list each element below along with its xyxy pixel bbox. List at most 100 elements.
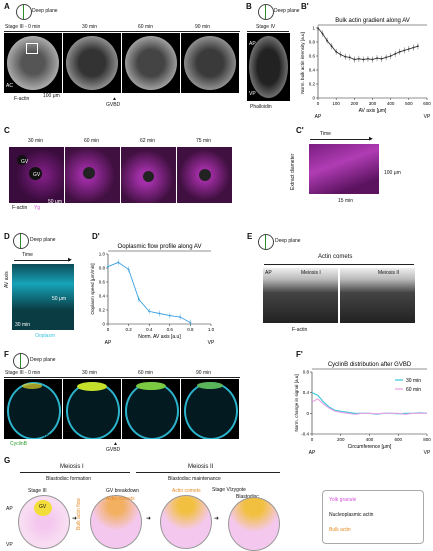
panel-a-header: Stage III - 0 min (5, 24, 41, 30)
panel-b-line (247, 31, 289, 32)
panel-b-image: AP VP (247, 33, 290, 101)
panel-cp-ylabel: Extract diameter (290, 153, 296, 190)
panel-a-timeline (4, 31, 240, 32)
panel-a-stain: F-actin (14, 96, 30, 102)
y-tick-label: 0.8 (309, 40, 316, 45)
oocyte-gvbd (90, 495, 142, 549)
panel-cp-image (309, 144, 379, 194)
vp-label: VP (424, 114, 431, 120)
panel-c-image-2 (121, 147, 176, 203)
deep-plane-text: Deep plane (275, 238, 301, 244)
y-tick-label: 0 (312, 96, 315, 101)
panel-label-g: G (4, 456, 11, 465)
panel-g-s1: Stage III (28, 488, 47, 494)
x-tick-label: 200 (337, 437, 345, 442)
x-tick-label: 0.8 (187, 327, 194, 332)
oocyte-stage-iv (160, 495, 212, 549)
y-axis-label: Norm. change in signal [a.u] (294, 374, 299, 431)
legend-nucleoplasmic: Nucleoplasmic actin (329, 512, 374, 518)
oocyte-stage-iii: GV (18, 495, 70, 549)
panel-f-stain: CyclinB (10, 441, 27, 447)
legend-label: 60 min (406, 387, 421, 393)
y-tick-label: 0.4 (309, 68, 316, 73)
legend-bulk: Bulk actin (329, 527, 351, 533)
x-tick-label: 600 (394, 437, 402, 442)
arrow-right-icon: ▶ (369, 136, 373, 142)
panel-d-axis: AV axis (4, 271, 10, 288)
ap-label: AP (315, 114, 322, 120)
panel-f-header: Stage III - 0 min (5, 370, 41, 376)
series-line (317, 27, 419, 60)
panel-d-scale-y: 50 μm (52, 296, 66, 302)
panel-d-scale-x: 30 min (15, 322, 31, 328)
y-tick-label: 0.2 (99, 308, 106, 313)
panel-f-scale: 100 μm (43, 434, 60, 440)
gv-spot (17, 155, 27, 165)
panel-a-gvbd: GVBD (106, 102, 121, 108)
panel-d-stain: Ooplasm (35, 333, 56, 339)
y-tick-label: 0 (306, 411, 309, 416)
panel-a-image-3 (181, 33, 239, 93)
y-tick-label: 0 (102, 322, 105, 327)
panel-e-image-2: Meiosis II (340, 268, 415, 323)
panel-c-image-1 (65, 147, 120, 203)
panel-a-time-2: 60 min (138, 24, 154, 30)
deep-plane-icon (13, 233, 29, 249)
x-tick-label: 100 (332, 101, 340, 106)
y-tick-label: 0.4 (303, 390, 310, 395)
panel-label-a: A (4, 2, 10, 11)
series-line (311, 392, 428, 415)
panel-e-stain: F-actin (292, 327, 308, 333)
arrow-right-icon: ▶ (68, 257, 72, 263)
panel-e-m2: Meiosis II (378, 270, 400, 276)
arrow-right-icon: ➜ (72, 516, 78, 522)
panel-c-stain-1: F-actin (12, 205, 28, 211)
x-tick-label: 800 (423, 437, 431, 442)
panel-a-gvbd-arrow: ▲ (112, 96, 117, 102)
panel-g-s2: GV breakdown (106, 488, 140, 494)
panel-label-bp: B' (301, 2, 309, 11)
x-tick-label: 0.6 (167, 327, 174, 332)
panel-f-gvbd-arrow: ▲ (113, 441, 118, 447)
x-tick-label: 300 (369, 101, 377, 106)
y-tick-label: 0.2 (309, 82, 316, 87)
panel-c-time-1: 60 min (84, 138, 100, 144)
panel-g-m1: Meiosis I (60, 464, 84, 470)
deep-plane-text: Deep plane (30, 237, 56, 243)
panel-g-gv: GV (39, 504, 47, 510)
panel-b-vp: VP (249, 91, 256, 97)
panel-f-time-2: 60 min (138, 370, 154, 376)
panel-label-c: C (4, 126, 10, 135)
vp-label: VP (424, 450, 431, 456)
deep-plane-text: Deep plane (30, 357, 56, 363)
panel-cp-scale-x: 15 min (338, 198, 354, 204)
y-tick-label: 0.4 (99, 294, 106, 299)
panel-f-timeline (4, 377, 240, 378)
panel-a-image-2 (122, 33, 180, 93)
chart-bp: Bulk actin gradient along AV 0 100 200 300 40… (300, 18, 431, 120)
panel-label-dp: D' (92, 232, 100, 241)
x-tick-label: 0.4 (146, 327, 153, 332)
panel-b-stain: Phalloidin (250, 104, 272, 110)
x-tick-label: 1.0 (208, 327, 215, 332)
panel-cp-time: Time (320, 131, 331, 137)
panel-label-cp: C' (296, 126, 304, 135)
panel-d-image: 30 min 50 μm (12, 264, 74, 330)
panel-g-line-1 (20, 472, 130, 473)
deep-plane-icon (13, 353, 29, 369)
panel-c-image-0: GV GV (9, 147, 64, 203)
panel-f-gvbd: GVBD (106, 447, 121, 453)
panel-e-ap: AP (265, 270, 272, 276)
panel-c-time-2: 62 min (140, 138, 156, 144)
ap-label: AP (105, 340, 112, 346)
panel-g-legend: Yolk granule Nucleoplasmic actin Bulk ac… (322, 490, 424, 544)
panel-label-e: E (247, 232, 253, 241)
legend-label: 30 min (406, 378, 421, 384)
panel-b-ap: AP (249, 41, 256, 47)
x-axis-label: Circumference [μm] (348, 444, 392, 450)
vp-label: VP (208, 340, 215, 346)
panel-a-image-1 (63, 33, 121, 93)
panel-g-comets1: Actin comets (106, 496, 135, 502)
x-tick-label: 0.2 (125, 327, 132, 332)
panel-g-comets2: Actin comets (172, 488, 201, 494)
